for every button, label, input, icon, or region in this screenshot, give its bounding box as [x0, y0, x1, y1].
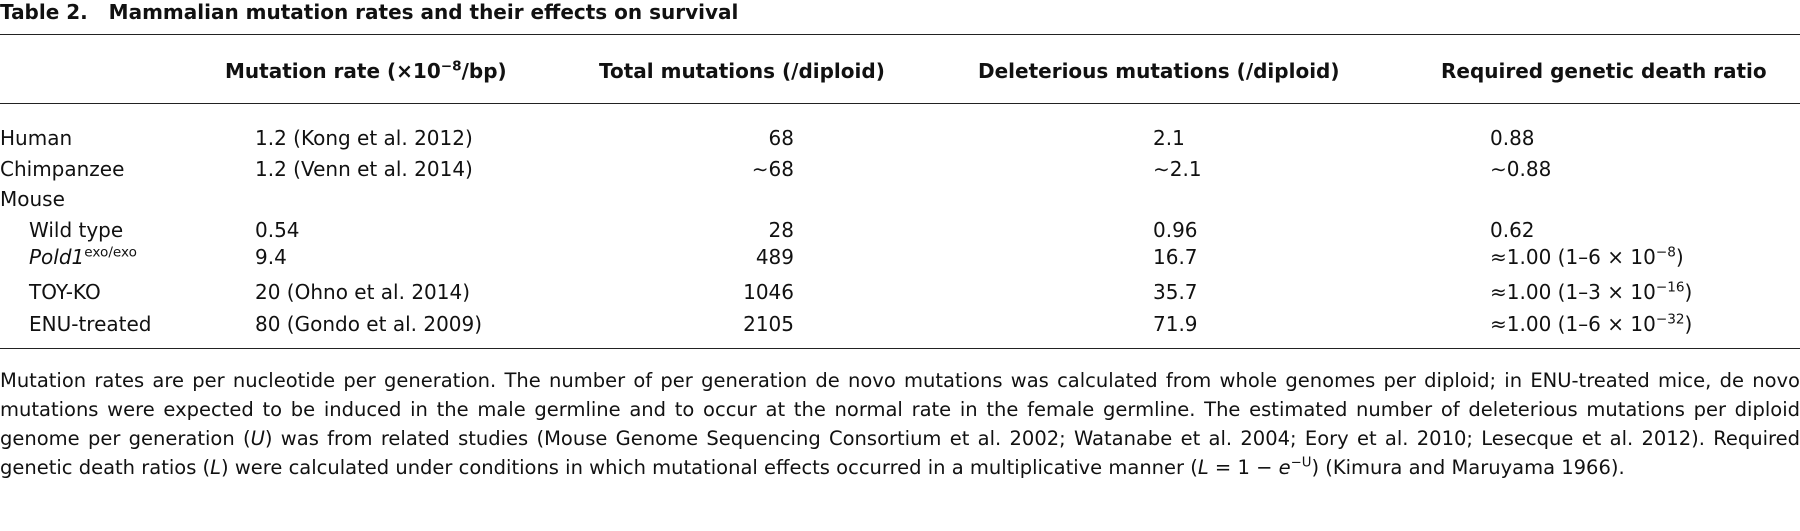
footnote: Mutation rates are per nucleotide per ge… [0, 366, 1800, 482]
text-run: L [1197, 456, 1209, 479]
row-sublabel: ENU-treated [29, 312, 152, 336]
text-run: ≈1.00 (1–6 × 10 [1490, 245, 1656, 269]
text-run: ) were calculated under conditions in wh… [221, 456, 1198, 479]
table-title: Table 2. Mammalian mutation rates and th… [0, 0, 738, 24]
table-cell: 489 [755, 245, 794, 269]
text-run: ≈1.00 (1–3 × 10 [1490, 280, 1656, 304]
row-label: Mouse [0, 187, 65, 211]
table-cell: ≈1.00 (1–3 × 10−16) [1490, 280, 1692, 304]
table-cell: ≈1.00 (1–6 × 10−32) [1490, 312, 1692, 336]
table-cell: 0.54 [255, 218, 300, 242]
column-header: Deleterious mutations (/diploid) [978, 59, 1340, 83]
table-cell: ∼68 [751, 157, 794, 181]
text-run: Mutation rates are per nucleotide per ge… [0, 369, 1800, 450]
table-cell: 1.2 (Kong et al. 2012) [255, 126, 473, 150]
table-cell: 0.62 [1490, 218, 1535, 242]
text-run: e [1278, 456, 1291, 479]
text-run: Pold1 [29, 245, 85, 269]
table-cell: 71.9 [1153, 312, 1198, 336]
row-label: Chimpanzee [0, 157, 125, 181]
text-run: = 1 − [1208, 456, 1279, 479]
column-header: Total mutations (/diploid) [599, 59, 885, 83]
text-run: ) [1675, 245, 1684, 269]
table-cell: 2.1 [1153, 126, 1185, 150]
table-cell: 0.88 [1490, 126, 1535, 150]
column-header: Mutation rate (×10−8/bp) [225, 59, 507, 83]
table-cell: ≈1.00 (1–6 × 10−8) [1490, 245, 1684, 269]
table-cell: 2105 [743, 312, 794, 336]
text-run: −U [1290, 455, 1312, 471]
text-run: Mutation rate (×10 [225, 59, 441, 83]
table-cell: 16.7 [1153, 245, 1198, 269]
header-rule [0, 103, 1800, 104]
table-cell: 1046 [743, 280, 794, 304]
text-run: ) [1684, 312, 1693, 336]
text-run: exo/exo [84, 244, 137, 261]
row-sublabel: TOY-KO [29, 280, 101, 304]
text-run: L [210, 456, 222, 479]
text-run: −8 [440, 58, 462, 75]
table-cell: 1.2 (Venn et al. 2014) [255, 157, 473, 181]
table-cell: 28 [768, 218, 794, 242]
top-rule [0, 34, 1800, 35]
table-cell: 0.96 [1153, 218, 1198, 242]
text-run: ≈1.00 (1–6 × 10 [1490, 312, 1656, 336]
text-run: −32 [1655, 311, 1685, 328]
text-run: ) (Kimura and Maruyama 1966). [1311, 456, 1625, 479]
title-text: Mammalian mutation rates and their effec… [108, 0, 739, 24]
text-run: −16 [1655, 279, 1685, 296]
column-header: Required genetic death ratio [1441, 59, 1767, 83]
text-run: U [250, 427, 265, 450]
table-cell: 20 (Ohno et al. 2014) [255, 280, 471, 304]
table-cell: ∼0.88 [1490, 157, 1552, 181]
table-cell: 68 [768, 126, 794, 150]
table-label: Table 2. [0, 0, 88, 24]
text-run: ) was from related studies (Mouse Genome… [0, 427, 1800, 479]
table-cell: 80 (Gondo et al. 2009) [255, 312, 483, 336]
row-sublabel: Pold1exo/exo [29, 245, 137, 269]
table-cell: 35.7 [1153, 280, 1198, 304]
row-label: Human [0, 126, 73, 150]
text-run: ) [1684, 280, 1693, 304]
table-cell: ∼2.1 [1153, 157, 1202, 181]
text-run: /bp) [461, 59, 507, 83]
row-sublabel: Wild type [29, 218, 124, 242]
bottom-rule [0, 348, 1800, 349]
text-run: −8 [1655, 244, 1676, 261]
table-cell: 9.4 [255, 245, 287, 269]
